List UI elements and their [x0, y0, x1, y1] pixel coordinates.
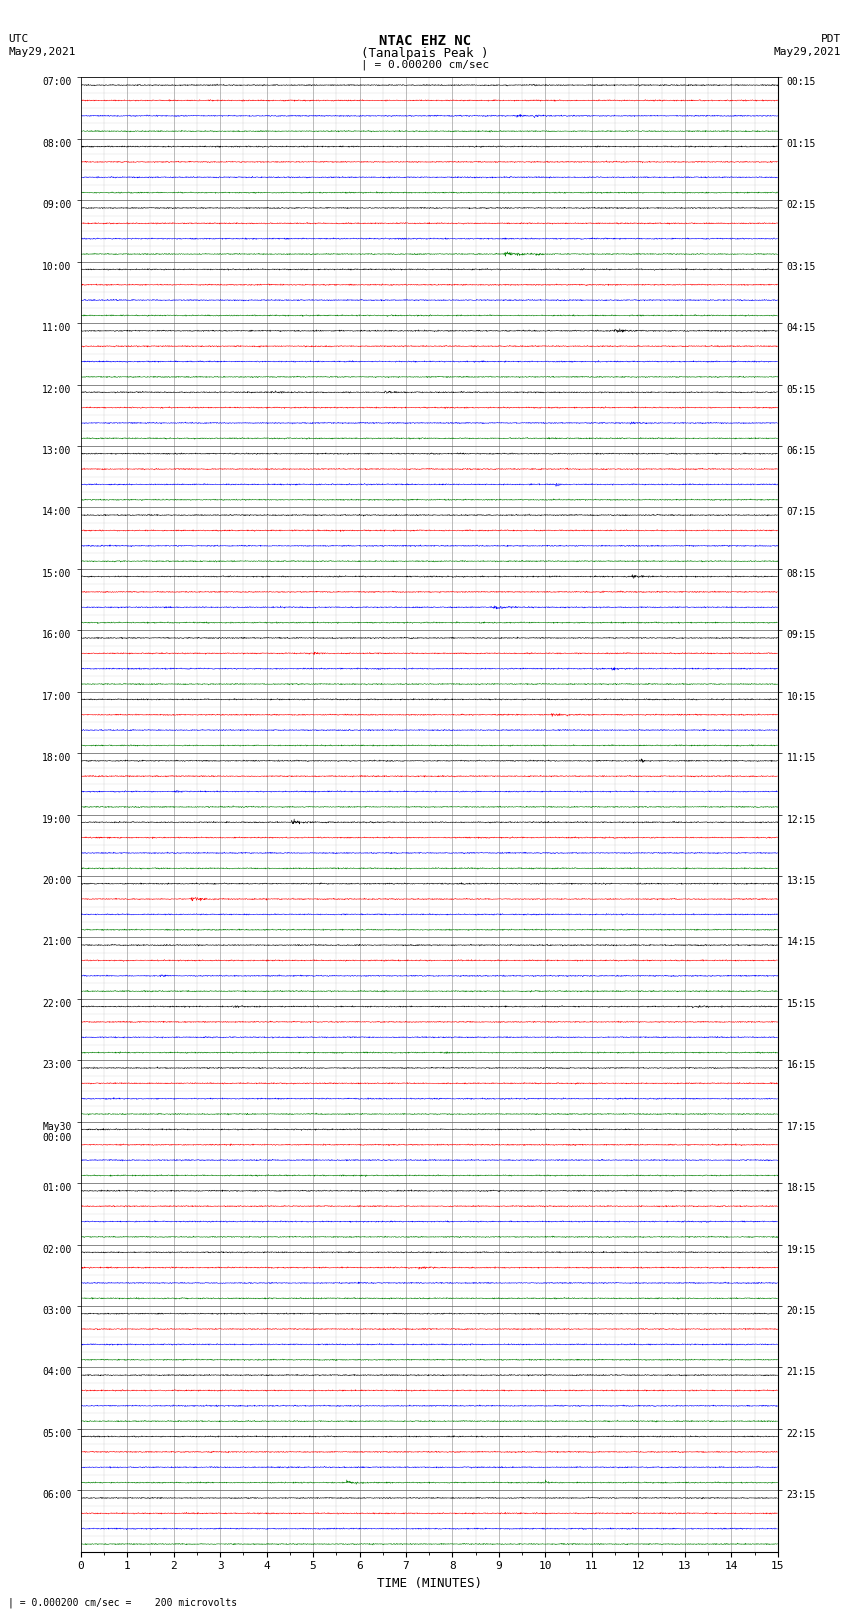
Text: May29,2021: May29,2021 — [8, 47, 76, 56]
Text: (Tanalpais Peak ): (Tanalpais Peak ) — [361, 47, 489, 60]
Text: May29,2021: May29,2021 — [774, 47, 842, 56]
X-axis label: TIME (MINUTES): TIME (MINUTES) — [377, 1578, 482, 1590]
Text: PDT: PDT — [821, 34, 842, 44]
Text: | = 0.000200 cm/sec =    200 microvolts: | = 0.000200 cm/sec = 200 microvolts — [8, 1597, 238, 1608]
Text: NTAC EHZ NC: NTAC EHZ NC — [379, 34, 471, 48]
Text: | = 0.000200 cm/sec: | = 0.000200 cm/sec — [361, 60, 489, 71]
Text: UTC: UTC — [8, 34, 29, 44]
